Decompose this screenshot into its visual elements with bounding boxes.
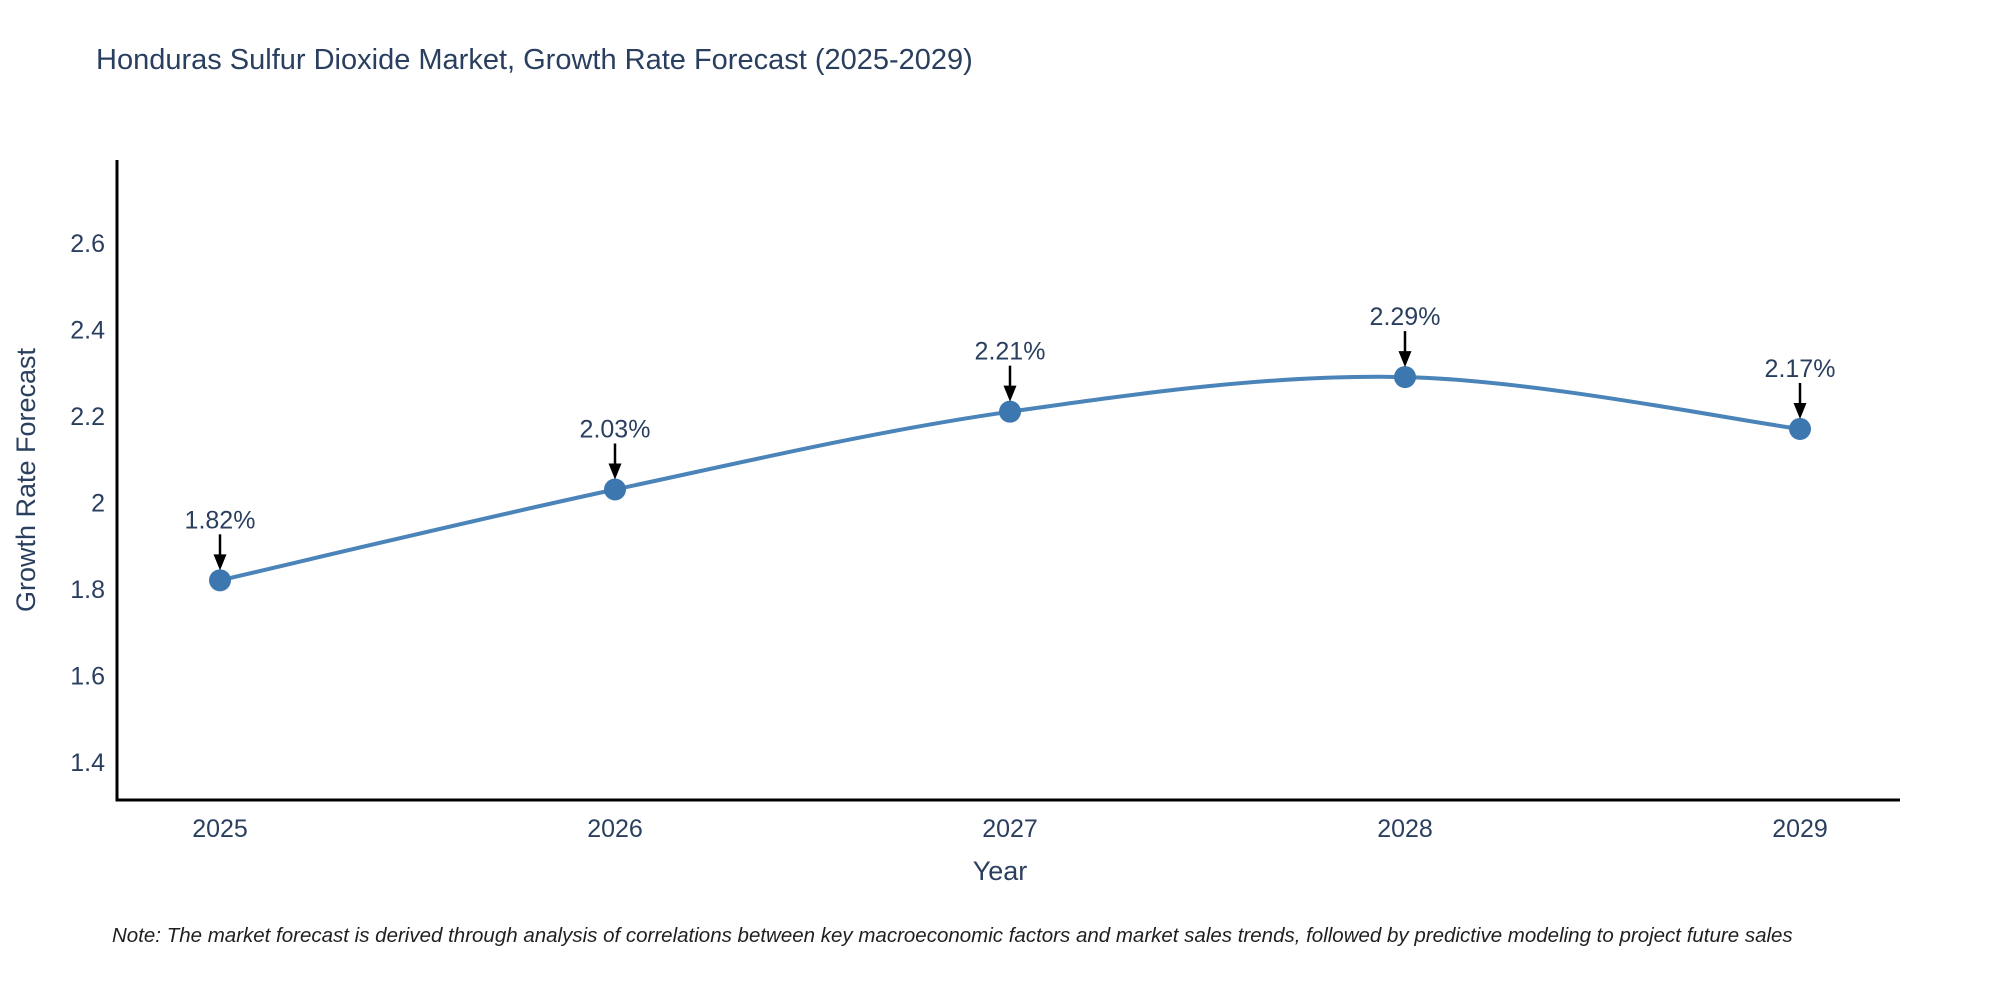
data-point-label: 1.82%	[185, 506, 256, 534]
data-point-marker	[1394, 366, 1416, 389]
data-point-marker	[1789, 417, 1811, 440]
annotation-arrowhead	[1398, 351, 1412, 368]
y-tick-label: 2.4	[70, 317, 105, 345]
x-tick-label: 2026	[587, 815, 643, 843]
data-point-marker	[209, 569, 231, 592]
chart-title: Honduras Sulfur Dioxide Market, Growth R…	[96, 44, 973, 76]
annotation-arrowhead	[608, 463, 622, 480]
data-point-label: 2.17%	[1765, 355, 1836, 383]
annotation-arrowhead	[1003, 385, 1017, 402]
y-tick-label: 1.4	[70, 749, 105, 777]
data-point-label: 2.21%	[975, 338, 1046, 366]
data-point-marker	[999, 400, 1021, 423]
axis-line	[115, 160, 1900, 802]
data-point-label: 2.03%	[580, 416, 651, 444]
x-axis-title: Year	[972, 856, 1028, 886]
y-axis-title: Growth Rate Forecast	[11, 347, 41, 613]
data-point-label: 2.29%	[1370, 303, 1441, 331]
x-tick-label: 2029	[1772, 815, 1828, 843]
footnote: Note: The market forecast is derived thr…	[112, 924, 1793, 947]
annotation-arrowhead	[1793, 402, 1807, 419]
x-tick-label: 2028	[1377, 815, 1433, 843]
y-tick-label: 1.6	[70, 662, 105, 690]
y-tick-label: 2.2	[70, 403, 105, 431]
x-tick-label: 2027	[982, 815, 1038, 843]
x-tick-label: 2025	[192, 815, 248, 843]
annotation-arrowhead	[213, 554, 227, 571]
y-tick-label: 1.8	[70, 576, 105, 604]
y-tick-label: 2.6	[70, 230, 105, 258]
data-point-marker	[604, 478, 626, 501]
y-tick-label: 2	[91, 489, 105, 517]
